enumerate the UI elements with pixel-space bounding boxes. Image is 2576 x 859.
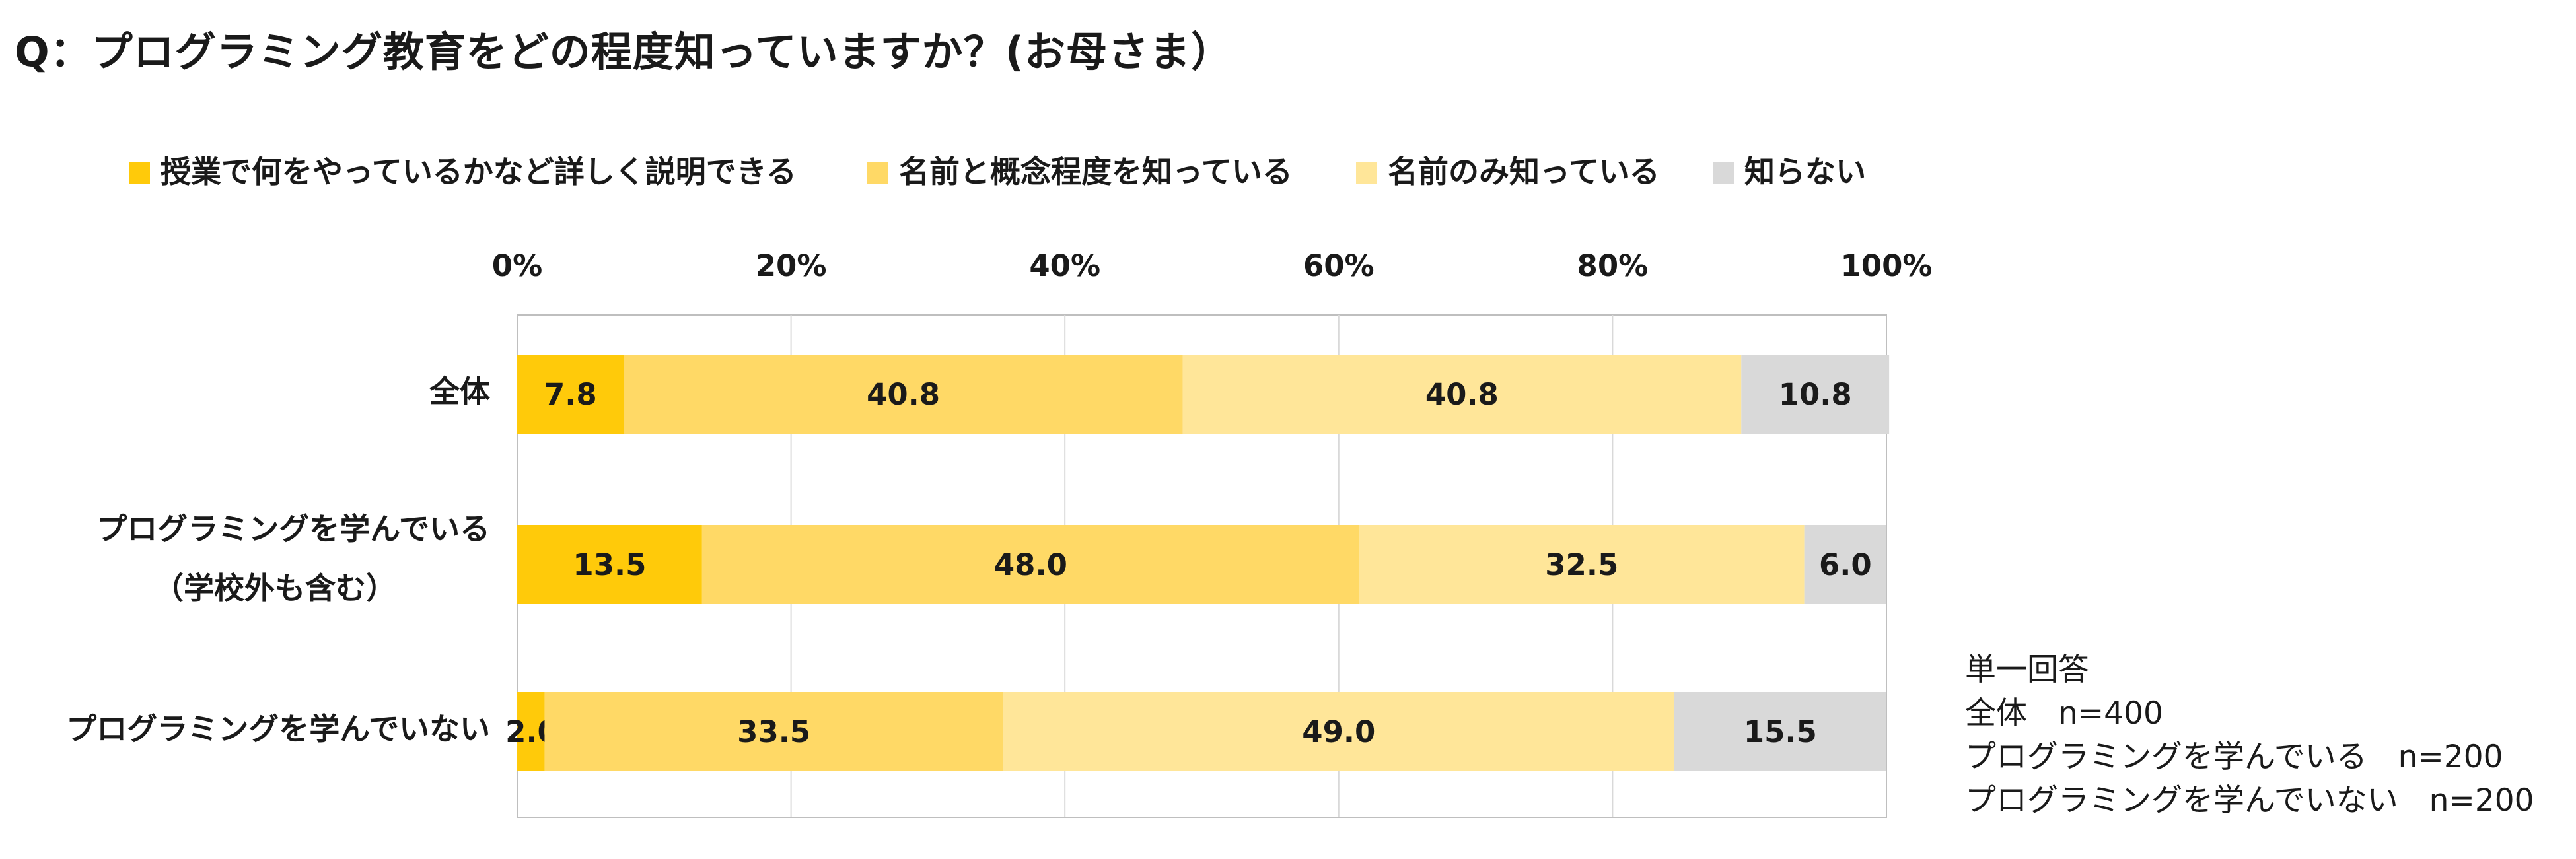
- y-category-label: 全体: [429, 374, 490, 409]
- data-label: 40.8: [1425, 377, 1499, 412]
- data-label: 40.8: [867, 377, 940, 412]
- bar-segment: [1359, 525, 1805, 604]
- legend-label: 知らない: [1744, 154, 1866, 189]
- bar-segment: [701, 525, 1359, 604]
- bar-segment: [1674, 692, 1886, 771]
- x-tick-label: 100%: [1840, 248, 1932, 283]
- bar-segment: [517, 525, 702, 604]
- note-line: プログラミングを学んでいない n=200: [1965, 782, 2534, 819]
- legend-swatch: [1356, 162, 1377, 184]
- legend-label: 授業で何をやっているかなど詳しく説明できる: [161, 154, 797, 189]
- data-label: 6.0: [1819, 547, 1872, 582]
- bar-segment: [1804, 525, 1886, 604]
- x-tick-label: 40%: [1029, 248, 1100, 283]
- bar-segment: [1182, 355, 1742, 434]
- bar-segment: [517, 355, 624, 434]
- data-label: 15.5: [1744, 714, 1817, 749]
- x-tick-label: 80%: [1577, 248, 1649, 283]
- note-line: プログラミングを学んでいる n=200: [1965, 739, 2503, 775]
- y-category-label: （学校外も含む）: [153, 570, 396, 606]
- x-tick-label: 20%: [756, 248, 827, 283]
- legend-swatch: [1713, 162, 1734, 184]
- note-line: 全体 n=400: [1965, 695, 2163, 732]
- x-tick-label: 60%: [1303, 248, 1375, 283]
- data-label: 13.5: [573, 547, 646, 582]
- data-label: 10.8: [1779, 377, 1852, 412]
- legend-label: 名前のみ知っている: [1388, 154, 1660, 189]
- data-label: 49.0: [1302, 714, 1375, 749]
- x-tick-label: 0%: [492, 248, 542, 283]
- data-label: 33.5: [737, 714, 810, 749]
- data-label: 7.8: [544, 377, 597, 412]
- bar-segment: [1003, 692, 1674, 771]
- y-category-label: プログラミングを学んでいない: [66, 711, 490, 747]
- bar-segment: [624, 355, 1183, 434]
- chart-title: Q：プログラミング教育をどの程度知っていますか？(お母さま）: [15, 28, 1233, 76]
- response-note: 単一回答 全体 n=400 プログラミングを学んでいる n=200 プログラミン…: [1965, 648, 2534, 823]
- y-category-label: プログラミングを学んでいる: [96, 511, 490, 547]
- bar-segment: [544, 692, 1003, 771]
- bar-segment: [517, 692, 545, 771]
- legend-label: 名前と概念程度を知っている: [899, 154, 1293, 189]
- note-line: 単一回答: [1965, 652, 2089, 688]
- data-label: 32.5: [1545, 547, 1618, 582]
- bar-segment: [1741, 355, 1890, 434]
- data-label: 48.0: [994, 547, 1067, 582]
- legend-swatch: [867, 162, 888, 184]
- legend-swatch: [129, 162, 150, 184]
